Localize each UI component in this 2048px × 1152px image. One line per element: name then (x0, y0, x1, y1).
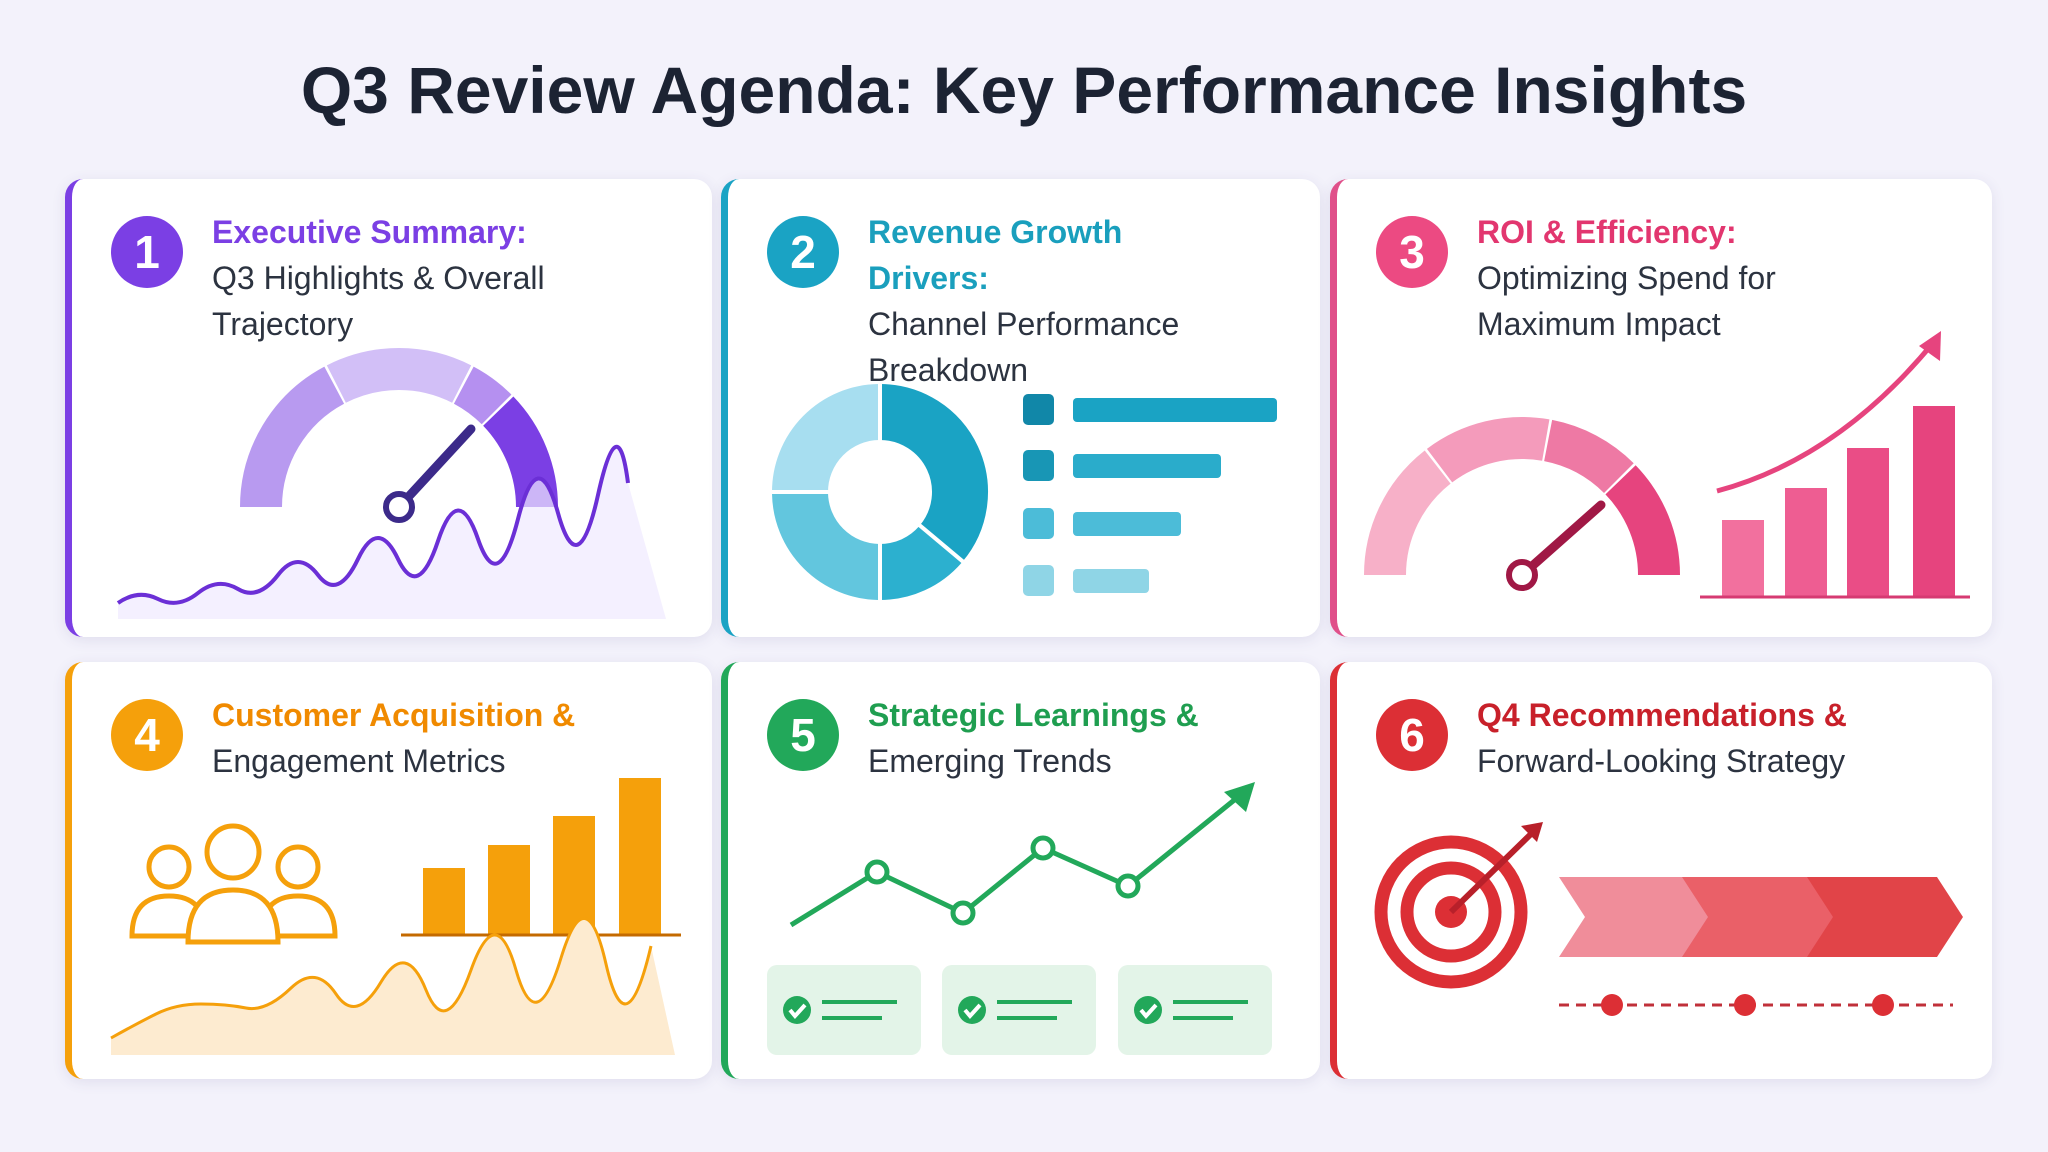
card: 2 Revenue Growth Drivers: Channel Perform… (721, 179, 1320, 637)
badge: 1 (111, 216, 183, 288)
card: 4 Customer Acquisition & Engagement Metri… (65, 662, 712, 1079)
heading: Strategic Learnings & (868, 697, 1199, 733)
heading: Revenue Growth Drivers: (868, 214, 1123, 296)
subtitle: Channel Performance Breakdown (868, 306, 1180, 388)
badge: 3 (1376, 216, 1448, 288)
heading: Executive Summary: (212, 214, 527, 250)
title: Q3 Review Agenda: Key Performance Insigh… (300, 53, 1748, 127)
heading: Q4 Recommendations & (1477, 697, 1847, 733)
heading: Customer Acquisition & (212, 697, 576, 733)
badge: 4 (111, 699, 183, 771)
target-illustration (1374, 822, 1963, 1016)
donut-illustration (771, 383, 1277, 601)
roi-illustration (1364, 331, 1970, 599)
card: 3 ROI & Efficiency: Optimizing Spend for … (1330, 179, 1992, 637)
subtitle: Engagement Metrics (212, 743, 506, 779)
badge: 2 (767, 216, 839, 288)
subtitle: Optimizing Spend for Maximum Impact (1477, 260, 1776, 342)
card: 1 Executive Summary: Q3 Highlights & Over… (65, 179, 712, 637)
trend-illustration (767, 782, 1272, 1055)
acquisition-illustration (110, 778, 681, 1055)
card: 6 Q4 Recommendations & Forward-Looking St… (1330, 662, 1992, 1079)
badge: 6 (1376, 699, 1448, 771)
heading: ROI & Efficiency: (1477, 214, 1737, 250)
gauge-illustration (116, 348, 666, 619)
subtitle: Emerging Trends (868, 743, 1112, 779)
card: 5 Strategic Learnings & Emerging Trends (721, 662, 1320, 1079)
subtitle: Forward-Looking Strategy (1477, 743, 1846, 779)
badge: 5 (767, 699, 839, 771)
subtitle: Q3 Highlights & Overall Trajectory (212, 260, 545, 342)
